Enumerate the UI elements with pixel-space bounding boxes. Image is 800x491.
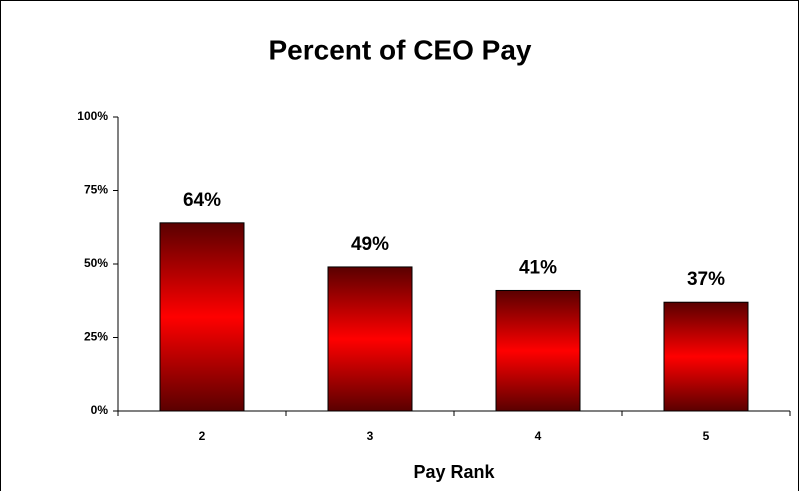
y-tick-label: 25% (84, 330, 108, 344)
value-label: 41% (519, 257, 557, 278)
value-label: 37% (687, 269, 725, 290)
y-tick-label: 0% (91, 403, 109, 417)
y-tick-label: 50% (84, 256, 108, 270)
x-tick-label: 4 (535, 429, 542, 443)
bar (159, 222, 245, 412)
x-tick-label: 3 (367, 429, 374, 443)
x-tick-label: 2 (199, 429, 206, 443)
bar (327, 266, 413, 412)
chart-title: Percent of CEO Pay (269, 34, 532, 65)
x-axis-label: Pay Rank (413, 462, 495, 482)
y-tick-label: 75% (84, 183, 108, 197)
bar (495, 289, 581, 412)
y-tick-label: 100% (77, 109, 108, 123)
value-label: 49% (351, 234, 389, 255)
value-label: 64% (183, 190, 221, 211)
bar (663, 301, 749, 412)
x-tick-label: 5 (703, 429, 710, 443)
